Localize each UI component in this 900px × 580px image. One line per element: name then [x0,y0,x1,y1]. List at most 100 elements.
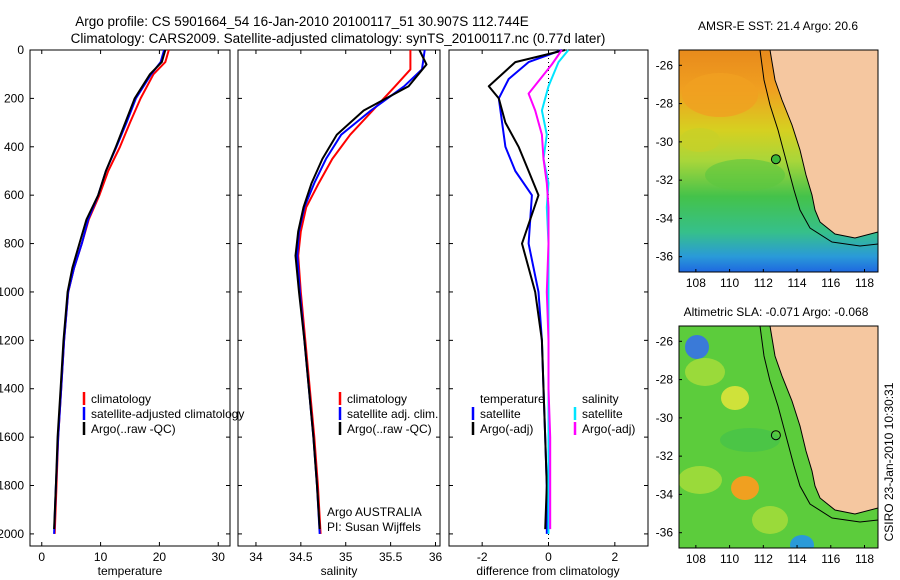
lat-tick-label: -34 [656,211,674,225]
float-owner-annotation: Argo AUSTRALIA [327,505,422,519]
depth-tick-label: 200 [4,91,24,105]
depth-tick-label: 600 [4,188,24,202]
lon-tick-label: 116 [821,276,840,290]
sla-peak-anomaly [731,476,759,500]
x-tick-label: 30 [212,550,226,564]
x-tick-label: 34 [249,550,263,564]
figure-title-line1: Argo profile: CS 5901664_54 16-Jan-2010 … [75,14,529,29]
lon-tick-label: 112 [754,552,773,566]
sst-shelf-contour [759,50,878,247]
sla-land [770,326,878,514]
salinity-satellite-line [540,49,570,534]
lon-tick-label: 110 [720,552,739,566]
lat-tick-label: -36 [656,526,674,540]
legend-label-temp-satellite: satellite [480,407,521,421]
side-stamp: CSIRO 23-Jan-2010 10:30:31 [882,382,896,541]
x-tick-label: 0 [38,550,45,564]
depth-axis: 0 200 400 600 800 1000 1200 1400 1600 1800 2000 [0,43,24,541]
sla-map [679,326,878,548]
legend-label-argo: Argo(..raw -QC) [347,422,432,436]
lon-tick-label: 114 [787,552,806,566]
satellite-adjusted-climatology-line [53,49,166,534]
sla-map-frame [678,325,879,549]
lat-tick-label: -34 [656,487,674,501]
sla-argo-marker [770,430,781,441]
sst-mid-patch [680,128,720,152]
x-tick-label: -2 [477,550,488,564]
argo-raw-qc-line [294,49,428,530]
legend-group-temperature: temperature [480,392,545,406]
depth-tick-label: 1800 [0,479,24,493]
sst-map [679,50,878,272]
sla-high-anomaly [752,506,788,534]
legend-label-climatology: climatology [91,392,151,406]
sla-low-anomaly [685,335,709,359]
sla-neutral-patch [720,428,780,452]
temperature-panel-frame [29,49,231,547]
depth-tick-label: 400 [4,140,24,154]
legend-label-satellite-adj: satellite adj. clim. [347,407,438,421]
x-tick-label: 36 [429,550,443,564]
lat-tick-label: -30 [656,135,674,149]
lat-tick-label: -36 [656,250,674,264]
lat-tick-label: -28 [656,97,674,111]
figure-title-line2: Climatology: CARS2009. Satellite-adjuste… [71,31,606,46]
lat-tick-label: -28 [656,373,674,387]
argo-raw-qc-line [53,49,167,530]
depth-tick-label: 1000 [0,285,24,299]
depth-tick-label: 0 [17,43,24,57]
salinity-argo-adj-line [527,49,563,530]
lon-tick-label: 108 [686,552,706,566]
salinity-axis-label: salinity [321,564,358,578]
lat-tick-label: -26 [656,58,674,72]
temperature-panel: 0 10 20 30 [30,49,230,564]
legend-label-argo: Argo(..raw -QC) [91,422,176,436]
sst-argo-marker [770,154,781,165]
depth-tick-label: 1200 [0,333,24,347]
lon-tick-label: 110 [720,276,739,290]
difference-axis-label: difference from climatology [476,564,619,578]
lat-tick-label: -26 [656,334,674,348]
temperature-axis-label: temperature [98,564,163,578]
depth-tick-label: 1400 [0,382,24,396]
x-tick-label: 2 [611,550,618,564]
sst-map-title: AMSR-E SST: 21.4 Argo: 20.6 [698,19,858,33]
sla-coastline [769,326,878,515]
sla-shelf-contour [759,326,878,523]
x-tick-label: 10 [94,550,108,564]
sla-low-anomaly [790,535,814,548]
legend-label-climatology: climatology [347,392,407,406]
temperature-satellite-line [497,49,563,534]
temperature-argo-adj-line [487,49,566,530]
x-tick-label: 34.5 [289,550,313,564]
salinity-panel: 34 34.5 35 35.5 36 [238,49,443,564]
lat-tick-label: -32 [656,173,674,187]
lat-tick-label: -30 [656,411,674,425]
lat-tick-label: -32 [656,449,674,463]
legend-label-temp-argo: Argo(-adj) [480,422,533,436]
x-tick-label: 35.5 [379,550,403,564]
difference-panel: -2 0 2 [449,49,648,564]
depth-tick-label: 1600 [0,430,24,444]
sst-coastline [769,50,878,239]
x-tick-label: 35 [339,550,353,564]
sla-map-axes: 108 110 112 114 116 118 -26 -28 -30 -32 -34 -36 [656,334,875,566]
float-pi-annotation: PI: Susan Wijffels [327,520,421,534]
x-tick-label: 0 [545,550,552,564]
salinity-legend: climatology satellite adj. clim. Argo(..… [327,392,438,534]
legend-label-sal-argo: Argo(-adj) [582,422,635,436]
lon-tick-label: 118 [855,276,874,290]
depth-tick-label: 2000 [0,527,24,541]
sla-high-anomaly [685,358,725,386]
sst-map-frame [678,49,879,273]
sla-high-anomaly [679,466,722,494]
lon-tick-label: 116 [821,552,840,566]
sla-high-anomaly [721,386,749,410]
legend-label-satellite-adjusted: satellite-adjusted climatology [91,407,244,421]
sla-map-title: Altimetric SLA: -0.071 Argo: -0.068 [684,305,869,319]
x-tick-label: 20 [153,550,167,564]
climatology-line [53,49,170,534]
lon-tick-label: 114 [787,276,806,290]
lon-tick-label: 108 [686,276,706,290]
